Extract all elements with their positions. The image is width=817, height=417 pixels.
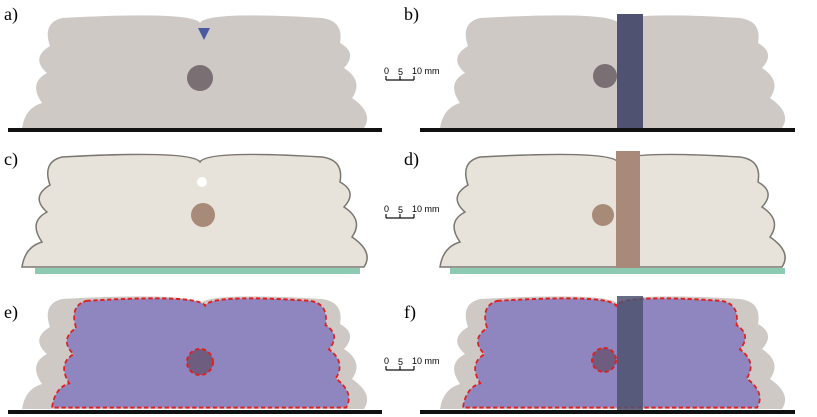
scale-label: 0 <box>384 66 389 76</box>
scale-label: 10 mm <box>412 204 440 214</box>
scale-label: 0 <box>384 204 389 214</box>
scale-label: 10 mm <box>412 356 440 366</box>
panel-f <box>420 296 795 412</box>
panel-label: a) <box>4 4 18 25</box>
scale-label: 5 <box>398 357 403 367</box>
panel-a <box>8 15 382 130</box>
panel-label: d) <box>404 149 419 170</box>
panel-label: c) <box>4 149 18 170</box>
panel-d <box>440 151 785 274</box>
panel-e <box>8 296 382 412</box>
figure: a) b) c) d) e) f) 0510 mm0510 mm0510 mm <box>0 0 817 417</box>
panel-label: b) <box>404 4 419 25</box>
scale-label: 0 <box>384 356 389 366</box>
panel-label: f) <box>404 302 416 323</box>
scale-label: 10 mm <box>412 66 440 76</box>
panel-label: e) <box>4 302 18 323</box>
scale-label: 5 <box>398 67 403 77</box>
scale-label: 5 <box>398 205 403 215</box>
panel-c <box>22 154 367 274</box>
panel-b <box>420 14 795 130</box>
